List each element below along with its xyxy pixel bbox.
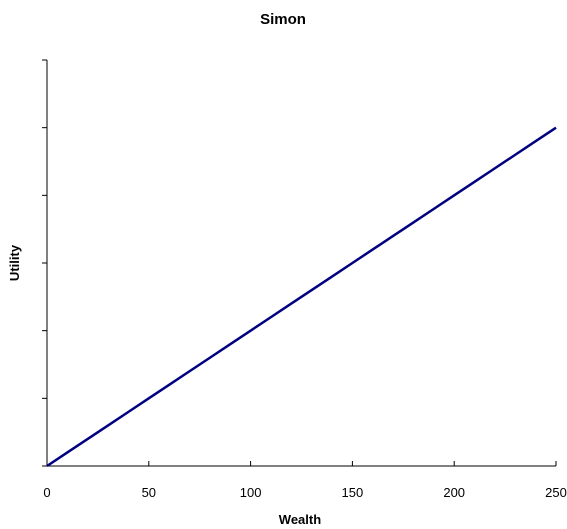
- x-tick-label: 200: [443, 485, 465, 500]
- x-ticks: 0 50 100 150 200 250: [43, 461, 567, 500]
- axes: 0 50 100 150 200 250: [42, 59, 567, 500]
- x-tick-label: 50: [142, 485, 156, 500]
- series-line: [46, 126, 557, 468]
- x-tick-label: 100: [240, 485, 262, 500]
- x-tick-label: 150: [342, 485, 364, 500]
- chart-title: Simon: [260, 11, 306, 28]
- y-ticks: [42, 59, 47, 467]
- x-tick-label: 0: [43, 485, 50, 500]
- y-axis-label: Utility: [7, 244, 22, 281]
- x-tick-label: 250: [545, 485, 567, 500]
- series-group: [46, 126, 557, 468]
- x-axis-label: Wealth: [279, 512, 321, 527]
